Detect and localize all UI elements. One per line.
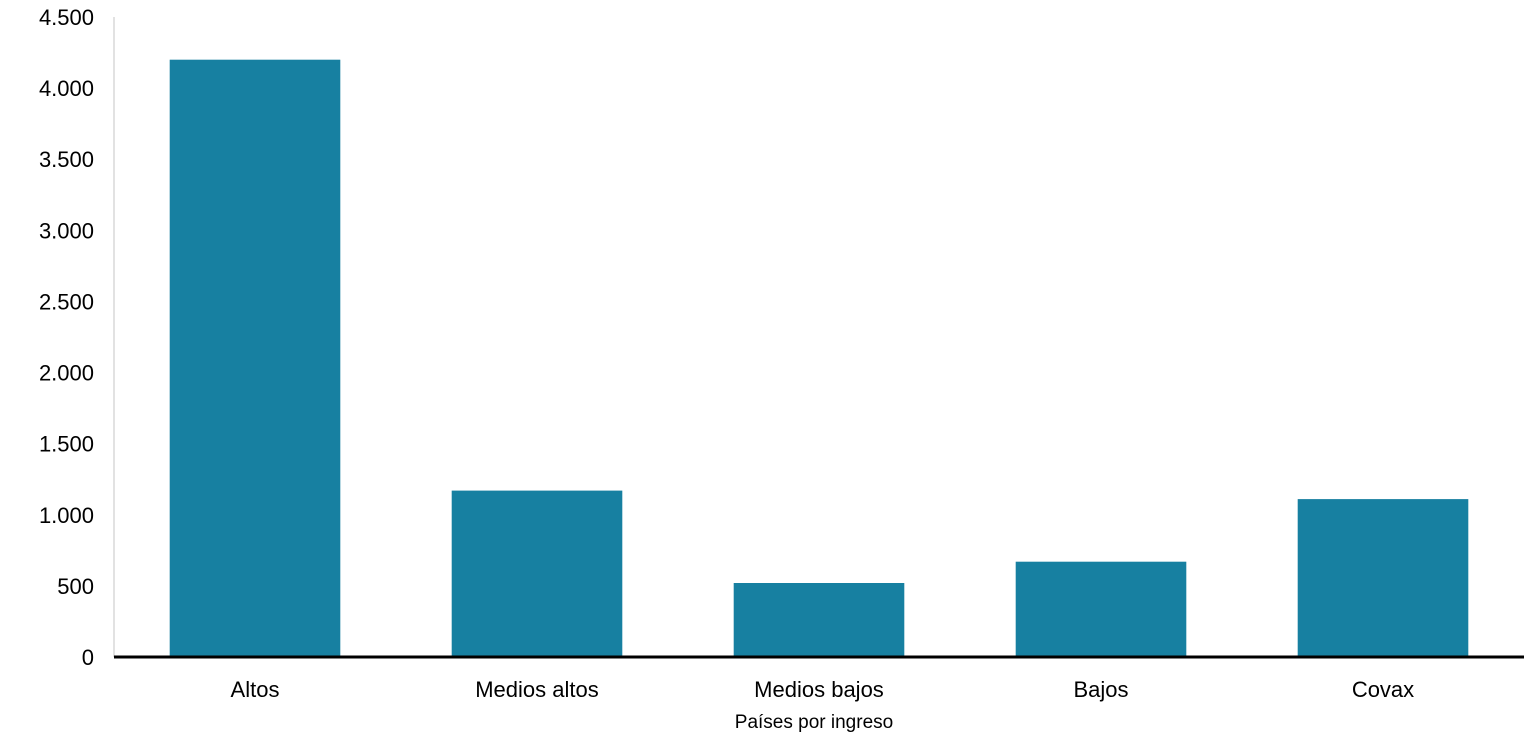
bars-group <box>169 59 1469 657</box>
y-tick-label: 3.500 <box>39 147 94 172</box>
y-tick-label: 4.500 <box>39 5 94 30</box>
y-tick-label: 2.000 <box>39 361 94 386</box>
bar-bajos <box>1015 561 1187 657</box>
bar-medios-bajos <box>733 583 905 657</box>
y-tick-label: 500 <box>57 574 94 599</box>
x-tick-label: Altos <box>231 677 280 702</box>
x-tick-labels: Altos Medios altos Medios bajos Bajos Covax <box>231 677 1415 702</box>
y-tick-labels: 0 500 1.000 1.500 2.000 2.500 3.000 3.500 4.000 4… <box>39 5 94 670</box>
y-tick-label: 0 <box>82 645 94 670</box>
x-tick-label: Medios altos <box>475 677 599 702</box>
x-tick-label: Covax <box>1352 677 1414 702</box>
y-tick-label: 1.000 <box>39 503 94 528</box>
y-tick-label: 4.000 <box>39 76 94 101</box>
x-tick-label: Medios bajos <box>754 677 884 702</box>
y-tick-label: 1.500 <box>39 432 94 457</box>
x-tick-label: Bajos <box>1073 677 1128 702</box>
bar-covax <box>1297 499 1469 657</box>
y-tick-label: 3.000 <box>39 218 94 243</box>
bar-altos <box>169 59 341 657</box>
y-tick-label: 2.500 <box>39 289 94 314</box>
bar-medios-altos <box>451 490 623 657</box>
x-axis-title: Países por ingreso <box>735 712 893 733</box>
